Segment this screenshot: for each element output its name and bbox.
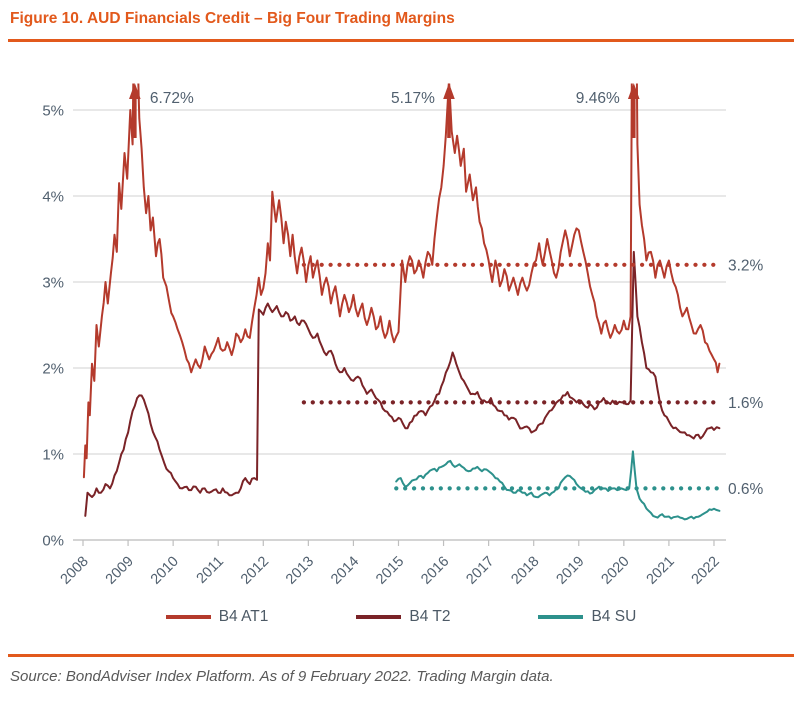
y-axis-tick-label: 4% <box>42 189 64 206</box>
ref-line-label: 3.2% <box>728 257 764 274</box>
x-axis-tick-label: 2020 <box>599 554 633 588</box>
series-line-b4-su <box>395 450 721 521</box>
x-axis-tick-label: 2009 <box>103 554 137 588</box>
legend-label-t2: B4 T2 <box>409 608 451 625</box>
title-divider <box>8 39 794 42</box>
x-axis-tick-label: 2015 <box>373 554 407 588</box>
peak-arrow-head-icon <box>443 83 455 99</box>
x-axis-tick-label: 2014 <box>328 554 362 588</box>
x-axis-tick-label: 2018 <box>508 554 542 588</box>
legend-item-su: B4 SU <box>538 608 636 626</box>
figure-title: Figure 10. AUD Financials Credit – Big F… <box>10 10 455 27</box>
x-axis-tick-label: 2011 <box>194 554 227 587</box>
x-axis-tick-label: 2010 <box>148 554 182 588</box>
legend-label-su: B4 SU <box>591 608 637 625</box>
ref-line-label: 0.6% <box>728 481 764 498</box>
x-axis-tick-label: 2017 <box>463 554 497 588</box>
legend-label-at1: B4 AT1 <box>218 608 269 625</box>
y-axis-tick-label: 5% <box>42 103 64 120</box>
peak-arrow-head-icon <box>627 83 640 99</box>
series-line-b4-at1 <box>82 83 721 479</box>
ref-line-label: 1.6% <box>728 395 764 412</box>
peak-annotation-label: 5.17% <box>391 90 435 107</box>
at1-line-swatch-icon <box>165 615 211 619</box>
y-axis-tick-label: 3% <box>42 275 64 292</box>
x-axis-tick-label: 2013 <box>283 554 317 588</box>
peak-annotation-label: 6.72% <box>150 90 194 107</box>
x-axis-tick-label: 2016 <box>418 554 452 588</box>
su-line-swatch-icon <box>538 615 584 619</box>
x-axis-tick-label: 2012 <box>238 554 272 588</box>
y-axis-tick-label: 0% <box>42 533 64 550</box>
y-axis-tick-label: 1% <box>42 447 64 464</box>
series-line-b4-t2 <box>84 250 721 517</box>
source-note: Source: BondAdviser Index Platform. As o… <box>10 668 554 685</box>
y-axis-tick-label: 2% <box>42 361 64 378</box>
series-group <box>82 83 721 521</box>
x-axis-tick-label: 2021 <box>644 554 678 588</box>
legend-item-at1: B4 AT1 <box>165 608 269 626</box>
t2-line-swatch-icon <box>356 615 402 619</box>
x-axis-tick-label: 2019 <box>553 554 587 588</box>
x-axis-tick-label: 2022 <box>689 554 723 588</box>
footer-divider <box>8 654 794 657</box>
chart-legend: B4 AT1 B4 T2 B4 SU <box>0 608 802 626</box>
peak-arrow-head-icon <box>129 83 141 99</box>
x-axis-tick-label: 2008 <box>58 554 92 588</box>
legend-item-t2: B4 T2 <box>356 608 450 626</box>
peak-annotation-label: 9.46% <box>576 90 620 107</box>
